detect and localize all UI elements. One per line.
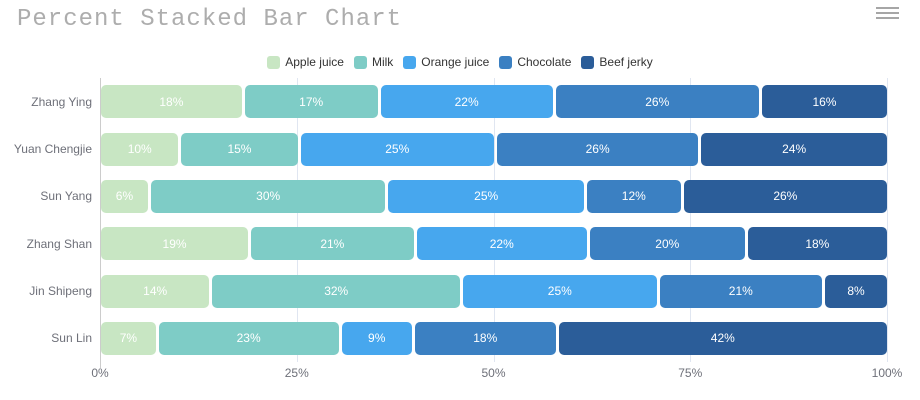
plot-area: 18% 17% 22% 26% 16% 10% 15% 25% 26% 24% 6% 30% 25% 12…	[100, 78, 888, 362]
bar-row-zhang-shan: 19% 21% 22% 20% 18%	[101, 227, 887, 261]
bar-segment-beef-jerky[interactable]: 24%	[701, 132, 887, 166]
bar-segment-chocolate[interactable]: 20%	[589, 227, 745, 261]
y-axis-category-label: Jin Shipeng	[29, 284, 92, 298]
legend-label: Chocolate	[517, 55, 572, 69]
bar-segment-chocolate[interactable]: 18%	[414, 321, 556, 355]
bar-segment-milk[interactable]: 32%	[212, 274, 461, 308]
bar-segment-orange-juice[interactable]: 9%	[341, 321, 412, 355]
bar-segment-beef-jerky[interactable]: 18%	[747, 227, 887, 261]
legend-item-chocolate[interactable]: Chocolate	[499, 55, 571, 69]
bar-segment-apple-juice[interactable]: 18%	[101, 85, 242, 119]
gridline	[887, 78, 888, 362]
bar-segment-orange-juice[interactable]: 25%	[463, 274, 657, 308]
legend-swatch	[267, 55, 281, 69]
legend: Apple juice Milk Orange juice Chocolate Beef…	[0, 54, 920, 70]
bar-row-sun-lin: 7% 23% 9% 18% 42%	[101, 321, 887, 355]
legend-swatch	[403, 55, 417, 69]
legend-swatch	[499, 55, 513, 69]
x-axis-tick-label: 100%	[871, 366, 903, 380]
y-axis-category-label: Yuan Chengjie	[13, 142, 92, 156]
legend-swatch	[353, 55, 367, 69]
x-axis-tick-label: 0%	[91, 366, 109, 380]
bar-row-zhang-ying: 18% 17% 22% 26% 16%	[101, 85, 887, 119]
bar-segment-chocolate[interactable]: 26%	[555, 85, 759, 119]
legend-item-beef-jerky[interactable]: Beef jerky	[581, 55, 653, 69]
gridline	[690, 78, 692, 362]
bar-segment-orange-juice[interactable]: 25%	[388, 179, 584, 213]
bar-segment-beef-jerky[interactable]: 8%	[825, 274, 888, 308]
bar-segment-chocolate[interactable]: 21%	[659, 274, 823, 308]
bar-segment-beef-jerky[interactable]: 42%	[558, 321, 887, 355]
bar-segment-milk[interactable]: 30%	[150, 179, 386, 213]
legend-swatch	[581, 55, 595, 69]
gridline	[296, 78, 298, 362]
x-axis-tick-label: 50%	[481, 366, 506, 380]
bar-segment-milk[interactable]: 21%	[251, 227, 414, 261]
legend-item-milk[interactable]: Milk	[353, 55, 394, 69]
bar-segment-apple-juice[interactable]: 14%	[101, 274, 210, 308]
bar-row-jin-shipeng: 14% 32% 25% 21% 8%	[101, 274, 888, 308]
legend-label: Apple juice	[285, 55, 344, 69]
bar-segment-apple-juice[interactable]: 19%	[101, 227, 249, 261]
bar-segment-milk[interactable]: 15%	[181, 132, 298, 166]
bar-segment-apple-juice[interactable]: 10%	[101, 132, 179, 166]
bar-segment-beef-jerky[interactable]: 26%	[683, 179, 887, 213]
bar-segment-milk[interactable]: 17%	[244, 85, 378, 119]
legend-label: Beef jerky	[599, 55, 653, 69]
hamburger-line	[876, 17, 899, 19]
legend-label: Orange juice	[421, 55, 490, 69]
bar-segment-apple-juice[interactable]: 7%	[101, 321, 156, 355]
bar-segment-orange-juice[interactable]: 22%	[380, 85, 553, 119]
x-axis-tick-label: 25%	[284, 366, 309, 380]
bar-segment-milk[interactable]: 23%	[158, 321, 339, 355]
bar-segment-orange-juice[interactable]: 22%	[416, 227, 587, 261]
bar-segment-orange-juice[interactable]: 25%	[300, 132, 494, 166]
gridline	[493, 78, 495, 362]
chart-title: Percent Stacked Bar Chart	[17, 6, 403, 33]
legend-item-orange-juice[interactable]: Orange juice	[403, 55, 489, 69]
y-axis-category-label: Zhang Shan	[26, 236, 92, 251]
bar-row-yuan-chengjie: 10% 15% 25% 26% 24%	[101, 132, 887, 166]
hamburger-line	[876, 7, 899, 9]
y-axis-category-label: Sun Lin	[51, 331, 92, 346]
bar-row-sun-yang: 6% 30% 25% 12% 26%	[101, 179, 887, 213]
hamburger-menu-icon[interactable]	[876, 7, 899, 21]
bar-segment-chocolate[interactable]: 26%	[497, 132, 699, 166]
x-axis-tick-label: 75%	[678, 366, 703, 380]
hamburger-line	[876, 12, 899, 14]
legend-label: Milk	[371, 55, 394, 69]
bar-segment-apple-juice[interactable]: 6%	[101, 179, 148, 213]
y-axis-line	[100, 78, 101, 368]
bar-segment-beef-jerky[interactable]: 16%	[761, 85, 887, 119]
y-axis-category-label: Zhang Ying	[31, 94, 92, 109]
legend-item-apple-juice[interactable]: Apple juice	[267, 55, 344, 69]
y-axis-category-label: Sun Yang	[40, 189, 92, 204]
bar-segment-chocolate[interactable]: 12%	[586, 179, 681, 213]
